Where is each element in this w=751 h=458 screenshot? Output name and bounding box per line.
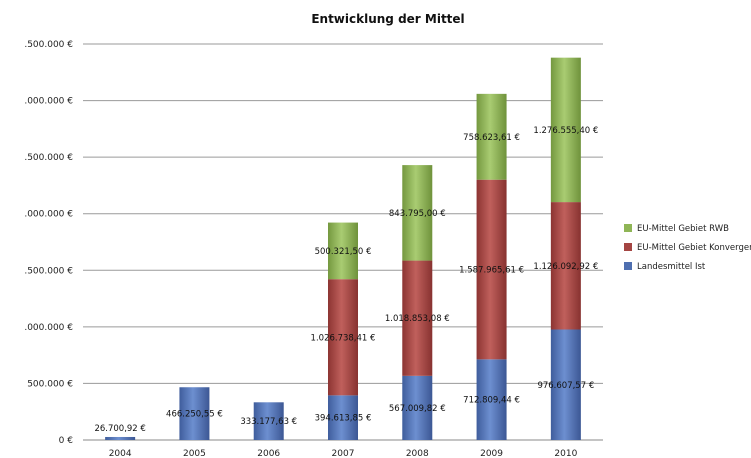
data-label: 1.026.738,41 € [311,333,376,343]
x-tick-label: 2009 [480,449,503,458]
x-tick-label: 2006 [257,449,280,458]
bar-segment [476,93,507,180]
data-label: 500.321,50 € [315,247,372,257]
data-label: 394.613,85 € [315,414,372,424]
bar-segment [476,179,507,360]
data-label: 333.177,63 € [240,417,297,427]
x-tick-label: 2010 [554,449,577,458]
legend: EU-Mittel Gebiet RWB EU-Mittel Gebiet Kon… [624,224,751,272]
x-tick-label: 2008 [406,449,429,458]
y-tick-label: .000.000 € [24,210,73,220]
bar-segment [550,202,581,330]
y-tick-label: .500.000 € [24,266,73,276]
bars [105,57,581,440]
bar-segment [550,57,581,203]
data-label: 567.009,82 € [389,404,446,414]
bar-segment [402,375,433,440]
bar-segment [476,359,507,440]
data-label: 1.018.853,08 € [385,314,450,324]
bar-segment [402,260,433,376]
legend-swatch [624,243,632,251]
y-tick-label: .500.000 € [24,153,73,163]
bar-segment [179,387,210,440]
data-label: 1.587.965,61 € [459,266,524,276]
x-tick-label: 2007 [332,449,355,458]
bar-segment [105,436,136,440]
x-tick-label: 2005 [183,449,206,458]
legend-swatch [624,224,632,232]
bar-segment [253,402,284,440]
x-axis-tick-labels: 2004 2005 2006 2007 2008 2009 2010 [109,449,578,458]
data-label: 712.809,44 € [463,396,520,406]
y-tick-label: 0 € [59,436,74,446]
data-label: 1.126.092,92 € [533,262,598,272]
data-label: 1.276.555,40 € [533,126,598,136]
data-label: 26.700,92 € [94,424,145,434]
legend-label: EU-Mittel Gebiet Konvergenz [637,243,751,253]
bar-segment [550,329,581,440]
legend-label: Landesmittel Ist [637,262,706,272]
chart-title: Entwicklung der Mittel [311,12,464,26]
data-label: 976.607,57 € [537,381,594,391]
bar-segment [328,222,358,280]
bar-segment [402,165,433,261]
y-axis-tick-labels: 0 € 500.000 € .000.000 € .500.000 € .000.000… [24,40,73,446]
y-tick-label: 500.000 € [27,379,73,389]
x-tick-label: 2004 [109,449,132,458]
data-label: 843.795,00 € [389,209,446,219]
y-tick-label: .000.000 € [24,323,73,333]
legend-label: EU-Mittel Gebiet RWB [637,224,729,234]
data-label: 758.623,61 € [463,133,520,143]
y-tick-label: .500.000 € [24,40,73,50]
bar-segment [328,279,358,396]
data-label: 466.250,55 € [166,410,223,420]
data-labels: 26.700,92 € 466.250,55 € 333.177,63 € 394.6… [94,126,598,434]
y-tick-label: .000.000 € [24,97,73,107]
legend-swatch [624,262,632,270]
bar-segment [328,395,358,440]
